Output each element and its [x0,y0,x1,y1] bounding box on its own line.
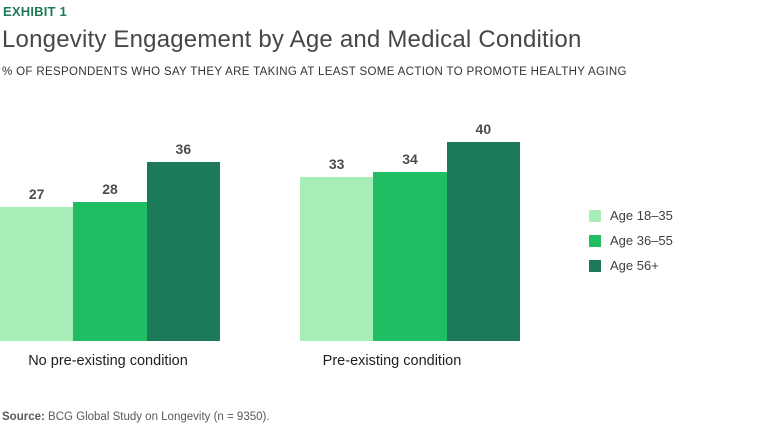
source-text: BCG Global Study on Longevity (n = 9350)… [44,411,270,423]
bar-value-label: 28 [102,181,118,197]
legend-item: Age 56+ [589,258,673,273]
bar [0,207,74,341]
legend-label: Age 56+ [610,258,659,273]
chart-subtitle: % OF RESPONDENTS WHO SAY THEY ARE TAKING… [2,66,627,78]
bar [146,162,220,341]
legend-item: Age 36–55 [589,233,673,248]
bar-cell: 33 [300,156,374,341]
legend-label: Age 36–55 [610,233,673,248]
bar-cell: 34 [373,151,447,341]
bar-value-label: 27 [28,186,45,202]
legend-swatch-icon [589,209,601,222]
bar [73,202,147,341]
bar [373,172,447,341]
legend-label: Age 18–35 [610,208,673,223]
bar-value-label: 36 [175,141,192,157]
bar-cell: 40 [446,121,520,341]
bar-group: 27 28 36 [0,0,220,341]
category-label: No pre-existing condition [28,353,188,369]
bar-cell: 28 [73,181,147,341]
chart-legend: Age 18–35 Age 36–55 Age 56+ [589,208,673,283]
bar-value-label: 40 [475,121,492,137]
page-title: Longevity Engagement by Age and Medical … [2,26,582,53]
source-label: Source: [2,411,45,423]
bar [300,177,374,341]
bar-value-label: 33 [328,156,345,172]
legend-swatch-icon [589,259,601,272]
legend-swatch-icon [589,234,601,247]
exhibit-label: EXHIBIT 1 [3,4,67,19]
bar-value-label: 34 [402,151,418,167]
bar-cell: 36 [146,141,220,341]
bar [446,142,520,341]
source-note: Source: BCG Global Study on Longevity (n… [2,411,270,423]
legend-item: Age 18–35 [589,208,673,223]
bar-group: 33 34 40 [300,0,520,341]
bar-cell: 27 [0,186,74,341]
category-label: Pre-existing condition [322,353,462,369]
